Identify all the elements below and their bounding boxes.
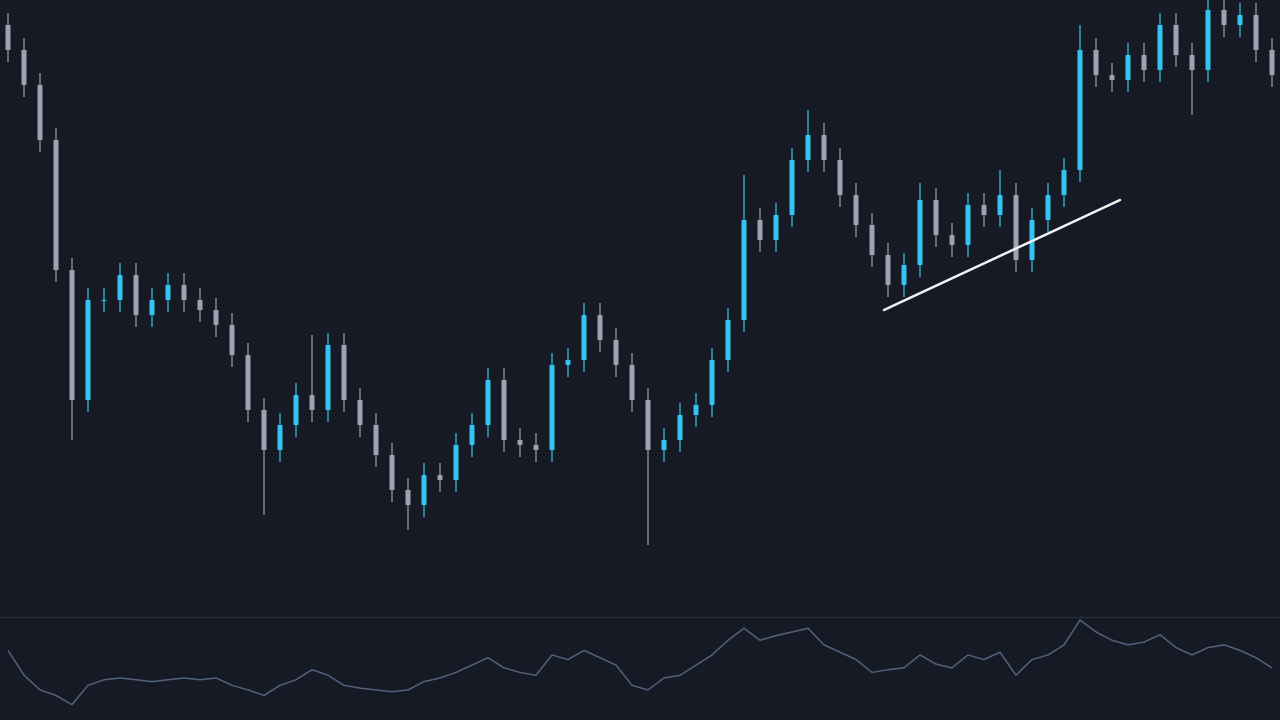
candle-body: [597, 315, 603, 340]
candle-body: [165, 285, 171, 300]
candle-body: [261, 410, 267, 450]
candle-body: [453, 445, 459, 480]
candle-body: [197, 300, 203, 310]
candle-body: [501, 380, 507, 440]
candle-body: [389, 455, 395, 490]
candle-body: [533, 445, 539, 450]
candle-body: [437, 475, 443, 480]
candle-body: [53, 140, 59, 270]
candle-body: [853, 195, 859, 225]
candle-body: [981, 205, 987, 215]
candle-body: [325, 345, 331, 410]
candle-body: [965, 205, 971, 245]
candle-body: [757, 220, 763, 240]
candle-body: [85, 300, 91, 400]
candle-body: [677, 415, 683, 440]
candle-body: [869, 225, 875, 255]
candle-body: [709, 360, 715, 405]
candle-body: [309, 395, 315, 410]
candle-body: [1125, 55, 1131, 80]
candle-body: [1077, 50, 1083, 170]
candle-body: [629, 365, 635, 400]
candle-body: [997, 195, 1003, 215]
candle-body: [789, 160, 795, 215]
candle-body: [933, 200, 939, 235]
candle-body: [133, 275, 139, 315]
candle-body: [821, 135, 827, 160]
candle-body: [1109, 75, 1115, 80]
candle-body: [213, 310, 219, 325]
indicator-line: [7, 619, 1273, 706]
candle-body: [1157, 25, 1163, 70]
candle-body: [357, 400, 363, 425]
candle-body: [1141, 55, 1147, 70]
candle-body: [1045, 195, 1051, 220]
candle-body: [469, 425, 475, 445]
candle-body: [101, 300, 107, 301]
candle-body: [1221, 10, 1227, 25]
candle-body: [229, 325, 235, 355]
candle-body: [421, 475, 427, 505]
candle-body: [1237, 15, 1243, 25]
candle-body: [549, 365, 555, 450]
candle-body: [293, 395, 299, 425]
candle-body: [693, 405, 699, 415]
candle-body: [917, 200, 923, 265]
candle-body: [885, 255, 891, 285]
candle-body: [837, 160, 843, 195]
candle-body: [613, 340, 619, 365]
candle-body: [149, 300, 155, 315]
candle-body: [773, 215, 779, 240]
candle-body: [405, 490, 411, 505]
candle-body: [645, 400, 651, 450]
candle-body: [805, 135, 811, 160]
candle-body: [1173, 25, 1179, 55]
candle-body: [661, 440, 667, 450]
candle-body: [1253, 15, 1259, 50]
candle-body: [741, 220, 747, 320]
candle-body: [565, 360, 571, 365]
candle-body: [69, 270, 75, 400]
candle-body: [181, 285, 187, 300]
candle-body: [949, 235, 955, 245]
candle-body: [1189, 55, 1195, 70]
candle-body: [485, 380, 491, 425]
candle-body: [901, 265, 907, 285]
candle-body: [1269, 50, 1275, 75]
candle-body: [117, 275, 123, 300]
candle-body: [517, 440, 523, 445]
candle-body: [5, 25, 11, 50]
candle-body: [277, 425, 283, 450]
candle-body: [341, 345, 347, 400]
candle-body: [37, 85, 43, 140]
candle-body: [1061, 170, 1067, 195]
candle-body: [1093, 50, 1099, 75]
candle-body: [725, 320, 731, 360]
candle-body: [1013, 195, 1019, 260]
candle-body: [373, 425, 379, 455]
candle-body: [1205, 10, 1211, 70]
candle-body: [245, 355, 251, 410]
candle-body: [21, 50, 27, 85]
trendline: [882, 198, 1122, 312]
candle-body: [581, 315, 587, 360]
